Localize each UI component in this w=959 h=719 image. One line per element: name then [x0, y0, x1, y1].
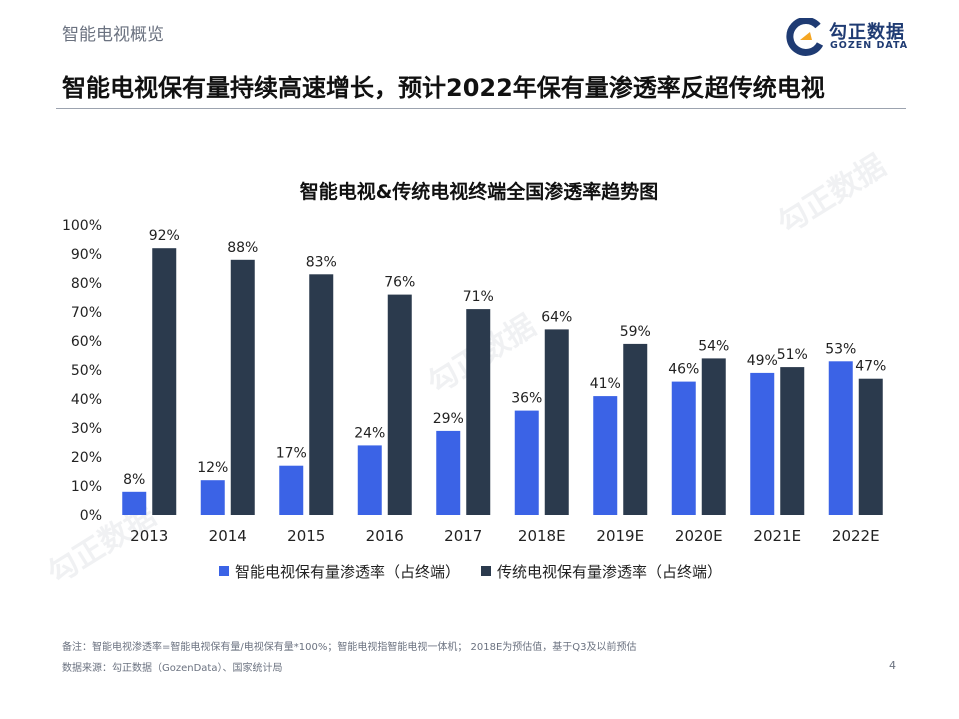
- data-label-traditional-tv: 92%: [149, 228, 180, 244]
- y-tick-label: 100%: [62, 218, 102, 234]
- y-tick-label: 20%: [71, 450, 102, 466]
- bar-traditional-tv: [387, 294, 412, 515]
- x-tick-label: 2017: [444, 527, 482, 545]
- x-axis: 2013 2014 2015 2016 2017 2018E 2019E 2020E 2021E…: [130, 527, 879, 545]
- data-label-traditional-tv: 54%: [698, 338, 729, 354]
- data-label-smart-tv: 49%: [747, 353, 778, 369]
- logo-name-en: GOZEN DATA: [830, 40, 909, 51]
- bars: 8% 92% 12% 88% 17% 83% 24% 76% 29% 71% 36% 64% 41% 59…: [122, 228, 886, 515]
- bar-traditional-tv: [544, 329, 569, 515]
- data-label-smart-tv: 8%: [123, 472, 145, 488]
- data-label-traditional-tv: 88%: [227, 240, 258, 256]
- bar-smart-tv: [357, 445, 382, 515]
- y-tick-label: 80%: [71, 276, 102, 292]
- y-axis: 0% 10% 20% 30% 40% 50% 60% 70% 80% 90% 100%: [62, 218, 102, 524]
- page-number: 4: [889, 659, 896, 672]
- data-source: 数据来源：勾正数据（GozenData）、国家统计局: [62, 663, 283, 674]
- bar-traditional-tv: [309, 274, 334, 515]
- bar-traditional-tv: [230, 259, 255, 515]
- logo-mark-icon: [786, 18, 824, 56]
- legend-label-traditional-tv: 传统电视保有量渗透率（占终端）: [497, 563, 722, 581]
- data-label-traditional-tv: 59%: [620, 324, 651, 340]
- x-tick-label: 2013: [130, 527, 168, 545]
- legend-label-smart-tv: 智能电视保有量渗透率（占终端）: [235, 563, 460, 581]
- chart-legend: 智能电视保有量渗透率（占终端） 传统电视保有量渗透率（占终端）: [219, 563, 722, 581]
- x-tick-label: 2016: [366, 527, 404, 545]
- bar-traditional-tv: [152, 248, 177, 515]
- headline-divider: [56, 108, 906, 109]
- x-tick-label: 2021E: [753, 527, 801, 545]
- bar-smart-tv: [200, 480, 225, 515]
- data-label-traditional-tv: 76%: [384, 275, 415, 291]
- bar-smart-tv: [671, 381, 696, 515]
- data-label-smart-tv: 24%: [354, 425, 385, 441]
- y-tick-label: 0%: [80, 508, 102, 524]
- bar-smart-tv: [750, 372, 775, 515]
- data-label-traditional-tv: 47%: [855, 359, 886, 375]
- y-tick-label: 10%: [71, 479, 102, 495]
- bar-traditional-tv: [623, 343, 648, 515]
- bar-smart-tv: [514, 410, 539, 515]
- x-tick-label: 2018E: [518, 527, 566, 545]
- x-tick-label: 2022E: [832, 527, 880, 545]
- data-label-traditional-tv: 71%: [463, 289, 494, 305]
- data-label-smart-tv: 36%: [511, 391, 542, 407]
- y-tick-label: 40%: [71, 392, 102, 408]
- x-tick-label: 2014: [209, 527, 247, 545]
- bar-smart-tv: [279, 465, 304, 515]
- data-label-smart-tv: 29%: [433, 411, 464, 427]
- bar-traditional-tv: [858, 378, 883, 515]
- bar-traditional-tv: [466, 309, 491, 515]
- bar-smart-tv: [122, 491, 147, 515]
- x-tick-label: 2019E: [596, 527, 644, 545]
- company-logo: 勾正数据 GOZEN DATA: [786, 18, 936, 58]
- bar-smart-tv: [436, 430, 461, 515]
- legend-swatch-traditional-tv: [481, 566, 491, 576]
- logo-name-cn: 勾正数据: [829, 22, 905, 43]
- data-label-smart-tv: 46%: [668, 362, 699, 378]
- data-label-smart-tv: 53%: [825, 341, 856, 357]
- data-label-smart-tv: 12%: [197, 460, 228, 476]
- x-tick-label: 2020E: [675, 527, 723, 545]
- data-label-traditional-tv: 64%: [541, 309, 572, 325]
- bar-smart-tv: [828, 361, 853, 515]
- bar-traditional-tv: [780, 367, 805, 515]
- data-label-traditional-tv: 83%: [306, 254, 337, 270]
- footnote: 备注：智能电视渗透率=智能电视保有量/电视保有量*100%；智能电视指智能电视一…: [62, 642, 637, 653]
- data-label-smart-tv: 41%: [590, 376, 621, 392]
- y-tick-label: 60%: [71, 334, 102, 350]
- penetration-chart: 智能电视&传统电视终端全国渗透率趋势图 0% 10% 20% 30% 40% 50% 60%…: [62, 180, 886, 581]
- x-tick-label: 2015: [287, 527, 325, 545]
- y-tick-label: 50%: [71, 363, 102, 379]
- bar-smart-tv: [593, 396, 618, 515]
- legend-swatch-smart-tv: [219, 566, 229, 576]
- y-tick-label: 70%: [71, 305, 102, 321]
- data-label-smart-tv: 17%: [276, 446, 307, 462]
- section-label: 智能电视概览: [62, 25, 164, 45]
- chart-title: 智能电视&传统电视终端全国渗透率趋势图: [300, 180, 659, 203]
- y-tick-label: 30%: [71, 421, 102, 437]
- data-label-traditional-tv: 51%: [777, 347, 808, 363]
- page-headline: 智能电视保有量持续高速增长，预计2022年保有量渗透率反超传统电视: [62, 74, 825, 102]
- y-tick-label: 90%: [71, 247, 102, 263]
- bar-traditional-tv: [701, 358, 726, 515]
